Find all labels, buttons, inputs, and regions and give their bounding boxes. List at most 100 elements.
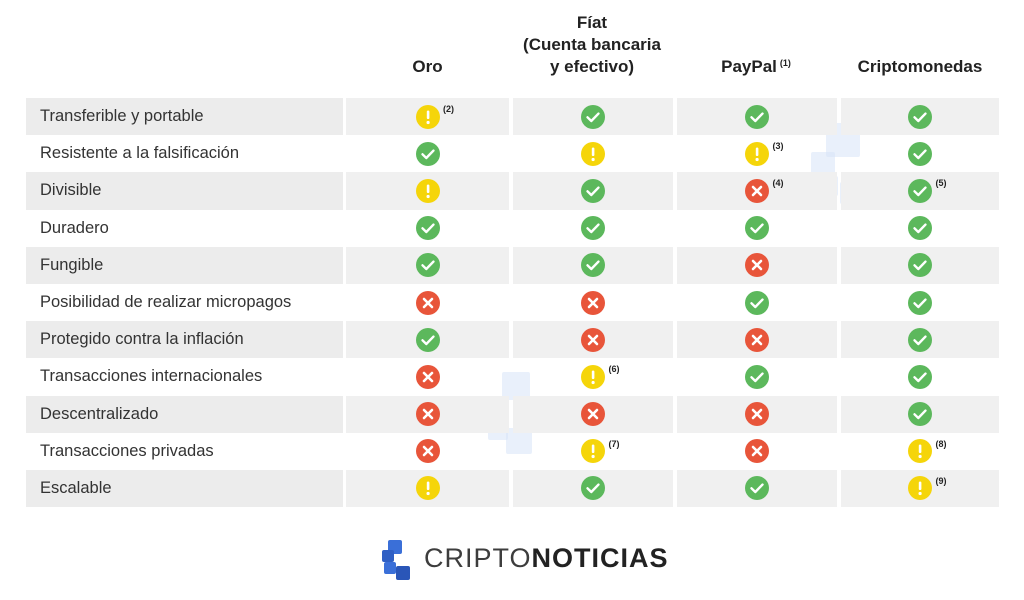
cell-fiat: [513, 135, 673, 172]
table-row: Posibilidad de realizar micropagos: [26, 284, 1000, 321]
cell-fiat: [513, 469, 673, 508]
check-circle-icon: [745, 290, 769, 315]
warning-circle-icon: [415, 104, 440, 129]
cell-criptomonedas: (8): [841, 433, 999, 470]
cross-circle-icon: [745, 178, 769, 203]
cross-circle-icon: [745, 402, 769, 427]
cross-circle-icon: [415, 364, 440, 389]
cell-fiat: [513, 321, 673, 359]
cell-criptomonedas: [841, 284, 999, 321]
decorative-square: [811, 152, 835, 176]
table-row: Resistente a la falsificación (3): [26, 135, 1000, 172]
column-label: PayPal: [721, 57, 777, 76]
cell-paypal: (4): [677, 172, 837, 210]
column-label: Fíat (Cuenta bancaria y efectivo): [523, 13, 661, 76]
cell-oro: [346, 321, 509, 359]
table-row: Protegido contra la inflación: [26, 321, 1000, 359]
warning-circle-icon: [581, 141, 605, 166]
cell-oro: (2): [346, 98, 509, 136]
cell-fiat: (6): [513, 358, 673, 395]
warning-circle-icon: [908, 439, 932, 464]
cell-criptomonedas: (9): [841, 469, 999, 508]
warning-circle-icon: [581, 364, 605, 389]
table-row: Escalable (9): [26, 469, 1000, 508]
check-circle-icon: [908, 253, 932, 278]
cell-paypal: (3): [677, 135, 837, 172]
logo-text-noticias: NOTICIAS: [531, 542, 669, 573]
cell-oro: [346, 135, 509, 172]
table-header: Oro Fíat (Cuenta bancaria y efectivo) Pa…: [0, 0, 1024, 96]
table-row: Descentralizado: [26, 395, 1000, 433]
cross-circle-icon: [581, 327, 605, 352]
footnote-marker: (6): [608, 364, 620, 375]
cell-criptomonedas: [841, 358, 999, 395]
cell-paypal: [677, 433, 837, 470]
cell-criptomonedas: [841, 135, 999, 172]
feature-label: Protegido contra la inflación: [26, 321, 343, 359]
check-circle-icon: [581, 178, 605, 203]
table-row: Divisible (4) (5): [26, 172, 1000, 210]
cell-paypal: [677, 395, 837, 433]
feature-label: Divisible: [26, 172, 343, 210]
table-row: Transacciones internacionales (6): [26, 358, 1000, 395]
cross-circle-icon: [415, 290, 440, 315]
cross-circle-icon: [745, 253, 769, 278]
warning-circle-icon: [415, 476, 440, 501]
cross-circle-icon: [581, 402, 605, 427]
logo-mark-icon: [380, 536, 410, 580]
check-circle-icon: [908, 364, 932, 389]
cell-paypal: [677, 284, 837, 321]
table-row: Duradero: [26, 210, 1000, 247]
check-circle-icon: [581, 216, 605, 241]
check-circle-icon: [581, 104, 605, 129]
table-row: Fungible: [26, 246, 1000, 284]
check-circle-icon: [415, 216, 440, 241]
check-circle-icon: [581, 253, 605, 278]
cell-oro: [346, 469, 509, 508]
cell-fiat: [513, 98, 673, 136]
check-circle-icon: [745, 216, 769, 241]
cell-fiat: [513, 172, 673, 210]
cell-paypal: [677, 469, 837, 508]
cell-oro: [346, 433, 509, 470]
cell-oro: [346, 172, 509, 210]
feature-label: Transacciones privadas: [40, 441, 214, 460]
check-circle-icon: [745, 104, 769, 129]
check-circle-icon: [581, 476, 605, 501]
column-label: Oro: [412, 57, 443, 76]
column-header-criptomonedas: Criptomonedas: [840, 56, 1000, 78]
cell-paypal: [677, 246, 837, 284]
check-circle-icon: [415, 253, 440, 278]
cell-criptomonedas: (5): [841, 172, 999, 210]
cell-oro: [346, 246, 509, 284]
column-header-paypal: PayPal (1): [676, 56, 836, 78]
feature-label: Transacciones internacionales: [40, 367, 263, 386]
check-circle-icon: [908, 178, 932, 203]
cross-circle-icon: [581, 290, 605, 315]
cell-oro: [346, 358, 509, 395]
column-header-fiat: Fíat (Cuenta bancaria y efectivo): [512, 0, 672, 78]
cell-paypal: [677, 321, 837, 359]
footnote-marker: (8): [935, 438, 947, 449]
cross-circle-icon: [745, 439, 769, 464]
cell-criptomonedas: [841, 395, 999, 433]
cell-fiat: [513, 246, 673, 284]
cell-criptomonedas: [841, 98, 999, 136]
cell-fiat: (7): [513, 433, 673, 470]
footnote-marker: (2): [443, 104, 454, 114]
check-circle-icon: [908, 402, 932, 427]
cell-fiat: [513, 284, 673, 321]
criptonoticias-logo: CRIPTONOTICIAS: [380, 536, 669, 580]
feature-label: Transferible y portable: [26, 98, 343, 136]
warning-circle-icon: [745, 141, 769, 166]
warning-circle-icon: [581, 439, 605, 464]
cross-circle-icon: [745, 327, 769, 352]
feature-label: Fungible: [26, 246, 343, 284]
cell-oro: [346, 395, 509, 433]
cell-criptomonedas: [841, 210, 999, 247]
decorative-square: [502, 372, 530, 400]
footnote-marker: (3): [772, 141, 784, 152]
check-circle-icon: [745, 364, 769, 389]
check-circle-icon: [908, 290, 932, 315]
footnote-marker: (9): [935, 475, 947, 486]
